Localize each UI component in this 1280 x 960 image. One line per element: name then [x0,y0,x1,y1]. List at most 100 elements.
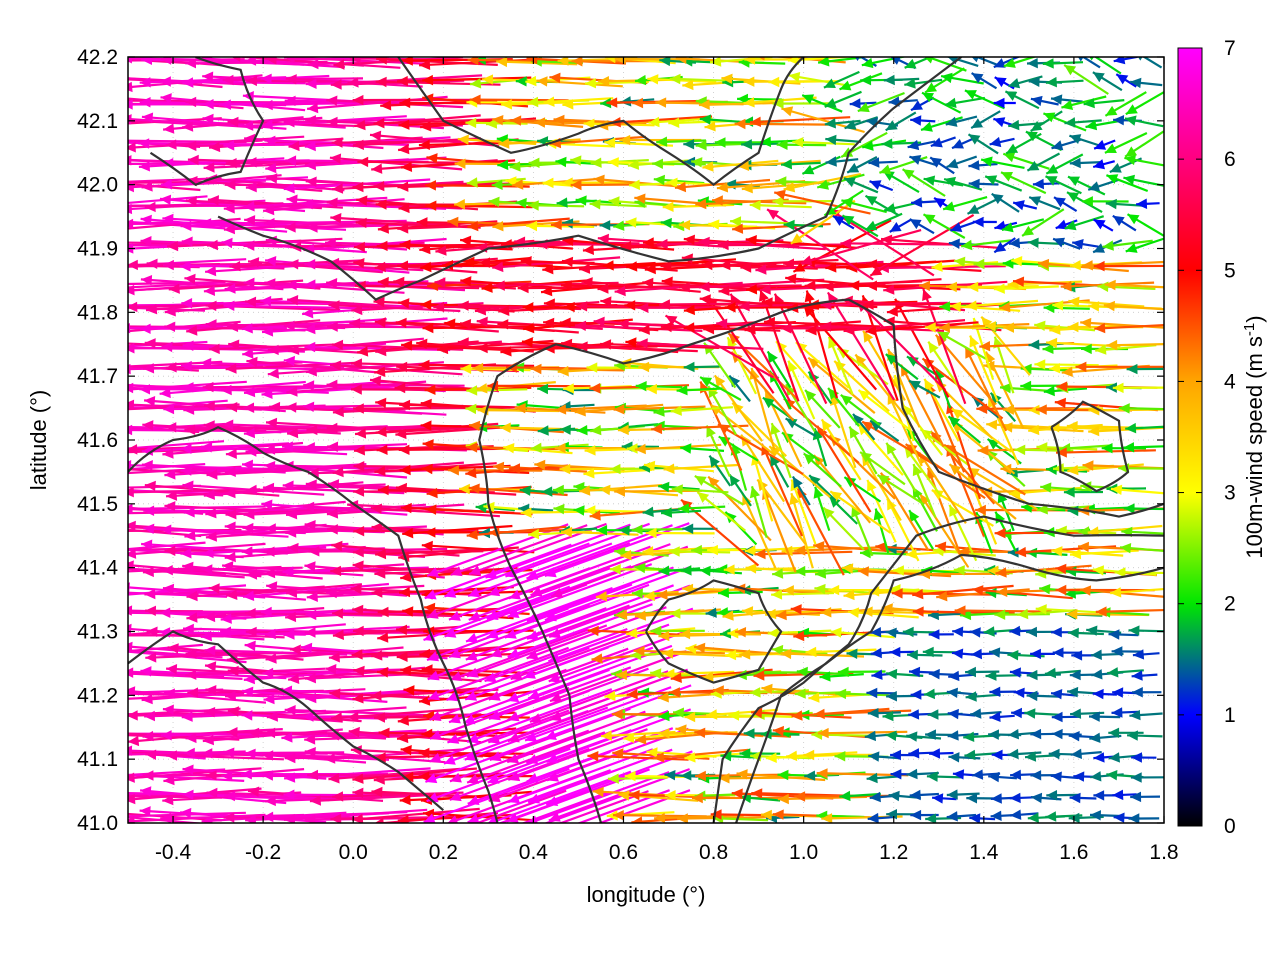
wind-arrow-head [870,647,882,659]
wind-arrow-head [656,589,668,600]
wind-arrow-head [869,180,882,190]
wind-arrow-head [634,610,647,621]
wind-arrow-head [698,99,710,110]
wind-arrow-head [706,709,718,720]
wind-arrow-head [611,709,623,720]
wind-arrow-head [839,790,851,802]
wind-arrow-head [597,283,609,294]
wind-arrow-head [755,264,767,275]
wind-arrow-head [559,463,571,475]
wind-arrow-head [465,403,477,415]
wind-arrow-head [305,479,317,490]
wind-arrow-head [816,768,828,779]
wind-arrow-head [749,687,761,698]
wind-arrow-head [326,379,338,390]
wind-arrow-head [695,770,706,782]
wind-arrow-head [1123,174,1135,185]
wind-arrow-head [660,321,672,333]
wind-arrow-head [1067,627,1079,639]
x-tick-label: 1.4 [969,841,999,864]
wind-arrow-head [475,502,487,513]
wind-arrow-head [399,239,411,250]
wind-arrow-head [843,324,855,336]
wind-arrow-head [563,383,575,394]
wind-arrow-head [398,202,410,214]
wind-arrow-head [225,509,237,520]
wind-arrow-head [944,176,956,187]
wind-arrow-head [924,57,934,64]
wind-arrow-head [424,602,436,614]
wind-arrow-head [224,521,236,532]
wind-arrow-head [635,381,647,392]
wind-arrow-shaft [449,747,590,801]
wind-arrow-head [863,330,874,343]
wind-arrow-head [284,222,296,233]
wind-arrow-head [1046,337,1058,349]
wind-arrow-shaft [921,357,1004,420]
wind-arrow-head [397,223,409,234]
wind-arrow-shaft [526,771,670,823]
wind-arrow-head [653,406,665,417]
wind-arrow-head [830,491,843,502]
wind-arrow-head [840,394,853,406]
wind-arrow-head [476,383,488,394]
wind-arrow-head [1028,76,1040,87]
wind-arrow-head [227,706,239,717]
wind-arrow-head [284,57,295,63]
wind-arrow-head [582,244,594,255]
wind-arrow-head [828,388,839,400]
wind-arrow-head [660,260,672,271]
wind-arrow-head [608,196,620,207]
wind-arrow-head [375,426,387,438]
wind-arrow-head [1069,669,1081,681]
wind-arrow-head [186,612,198,623]
wind-arrow-head [185,669,197,680]
wind-arrow-head [403,685,415,696]
wind-arrow-head [526,649,539,660]
wind-arrow-head [305,692,317,704]
wind-arrow-head [1061,99,1074,110]
wind-arrow-head [377,667,388,678]
colorbar-tick-label: 5 [1224,259,1236,282]
wind-arrow-head [946,687,958,698]
wind-arrow-head [1024,708,1036,719]
wind-arrow-head [530,586,543,597]
wind-arrow-shaft [506,710,646,764]
wind-arrow-head [525,731,537,742]
wind-arrow-head [935,541,947,552]
wind-arrow-head [1029,196,1042,206]
wind-arrow-head [919,280,930,292]
wind-arrow-head [444,587,457,598]
wind-arrow-shaft [698,101,783,107]
wind-arrow-head [989,686,1001,697]
wind-arrow-head [683,304,695,316]
wind-arrow-head [289,644,301,655]
wind-arrow-head [865,220,878,231]
wind-arrow-head [223,300,235,311]
wind-arrow-head [848,607,860,618]
wind-arrow-head [523,669,536,679]
wind-arrow-head [573,505,585,516]
wind-arrow-head [575,320,587,331]
wind-arrow-head [1049,324,1061,335]
wind-arrow-head [426,487,438,499]
wind-arrow-head [371,650,383,661]
wind-arrow-head [500,346,512,357]
wind-arrow-shaft [1081,57,1101,69]
wind-arrow-head [628,789,640,801]
wind-arrow-head [285,279,297,291]
wind-arrow-head [183,404,195,415]
wind-arrow-head [138,161,150,172]
wind-arrow-head [515,76,527,87]
wind-arrow-head [1026,669,1038,681]
wind-arrow-head [1113,812,1125,823]
wind-arrow-head [1108,629,1120,640]
wind-arrow-head [680,770,692,781]
wind-arrow-head [765,608,777,620]
terrain-contour-line [1050,400,1130,493]
wind-arrow-head [243,590,255,601]
wind-arrow-head [579,263,591,274]
wind-arrow-shaft [444,542,590,598]
wind-arrow-shaft [168,279,304,291]
wind-arrow-head [481,282,493,293]
